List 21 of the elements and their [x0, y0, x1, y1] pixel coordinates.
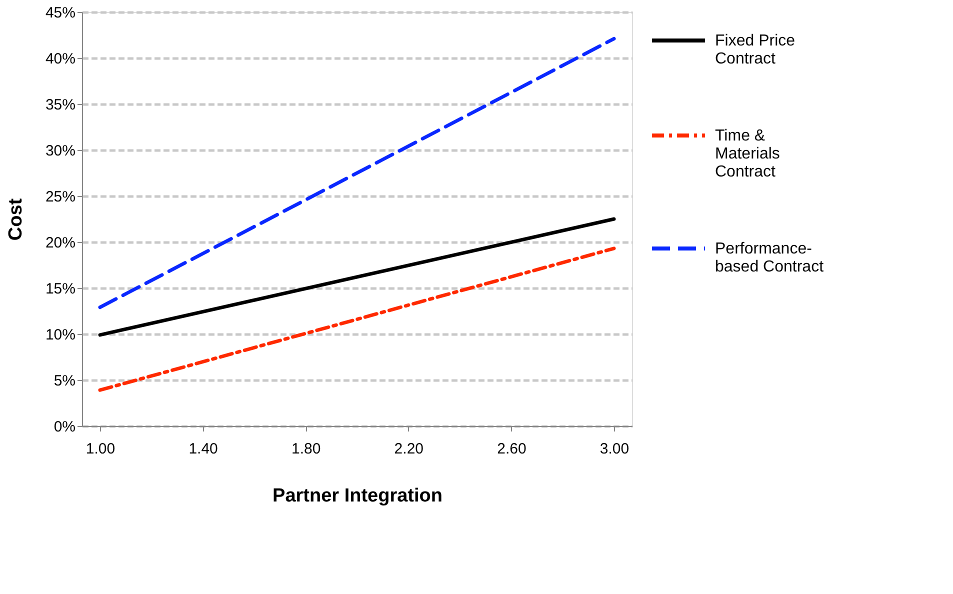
y-tick-label: 25% — [45, 188, 76, 206]
y-tick-label: 15% — [45, 280, 76, 298]
legend-label: Time & Materials Contract — [715, 128, 780, 180]
x-tick-label: 1.80 — [291, 440, 321, 458]
y-tick-label: 0% — [54, 418, 76, 436]
x-tick-label: 1.40 — [188, 440, 218, 458]
y-tick-label: 40% — [45, 50, 76, 68]
x-tick-label: 1.00 — [86, 440, 116, 458]
y-tick-label: 10% — [45, 326, 76, 344]
x-tick-label: 2.20 — [394, 440, 424, 458]
y-tick-label: 45% — [45, 4, 76, 22]
x-axis-title: Partner Integration — [272, 486, 442, 506]
y-tick-label: 30% — [45, 142, 76, 160]
legend-label: Performance-based Contract — [715, 240, 824, 276]
x-tick-label: 2.60 — [497, 440, 526, 458]
y-axis-title: Cost — [5, 198, 26, 241]
x-tick-label: 3.00 — [600, 440, 630, 458]
y-tick-label: 35% — [45, 96, 76, 114]
y-tick-label: 20% — [45, 234, 76, 252]
y-tick-label: 5% — [54, 372, 76, 390]
legend-label: Fixed Price Contract — [715, 32, 796, 68]
